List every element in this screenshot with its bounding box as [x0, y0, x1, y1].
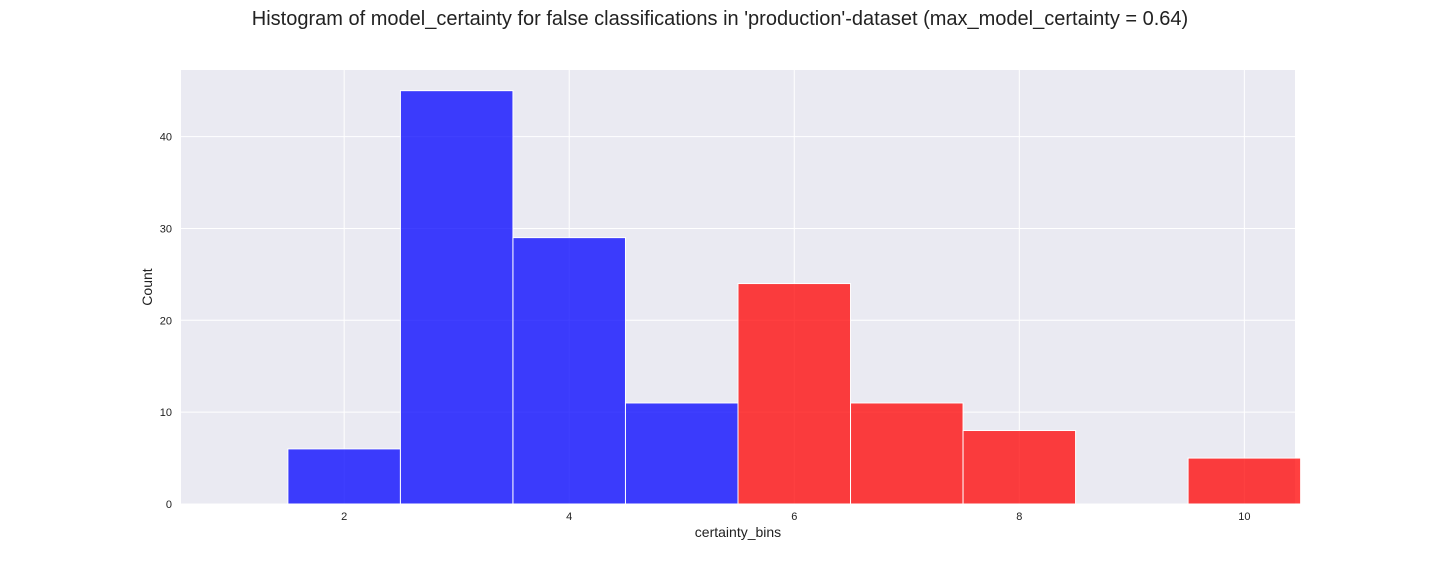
bars [287, 90, 1302, 505]
y-tick-labels: 0 10 20 30 40 [160, 132, 172, 511]
y-axis-label: Count [139, 268, 155, 305]
histogram-bar [850, 402, 964, 505]
y-tick-label: 10 [160, 407, 172, 419]
x-tick-labels: 2 4 6 8 10 [341, 511, 1250, 523]
x-tick-label: 8 [1016, 511, 1022, 523]
x-tick-label: 6 [791, 511, 797, 523]
y-tick-label: 30 [160, 223, 172, 235]
histogram-bar [1187, 457, 1302, 505]
histogram-bar [737, 283, 852, 505]
histogram-bar [287, 448, 401, 505]
histogram-bar [624, 402, 739, 505]
histogram-bar [512, 237, 626, 505]
x-axis-label: certainty_bins [695, 524, 781, 540]
chart-title: Histogram of model_certainty for false c… [251, 8, 1189, 30]
histogram-bar [399, 90, 514, 505]
y-tick-label: 0 [166, 499, 172, 511]
histogram-bar [962, 430, 1077, 505]
y-tick-label: 40 [160, 132, 172, 144]
x-tick-label: 4 [566, 511, 572, 523]
x-tick-label: 10 [1238, 511, 1250, 523]
y-tick-label: 20 [160, 315, 172, 327]
x-tick-label: 2 [341, 511, 347, 523]
